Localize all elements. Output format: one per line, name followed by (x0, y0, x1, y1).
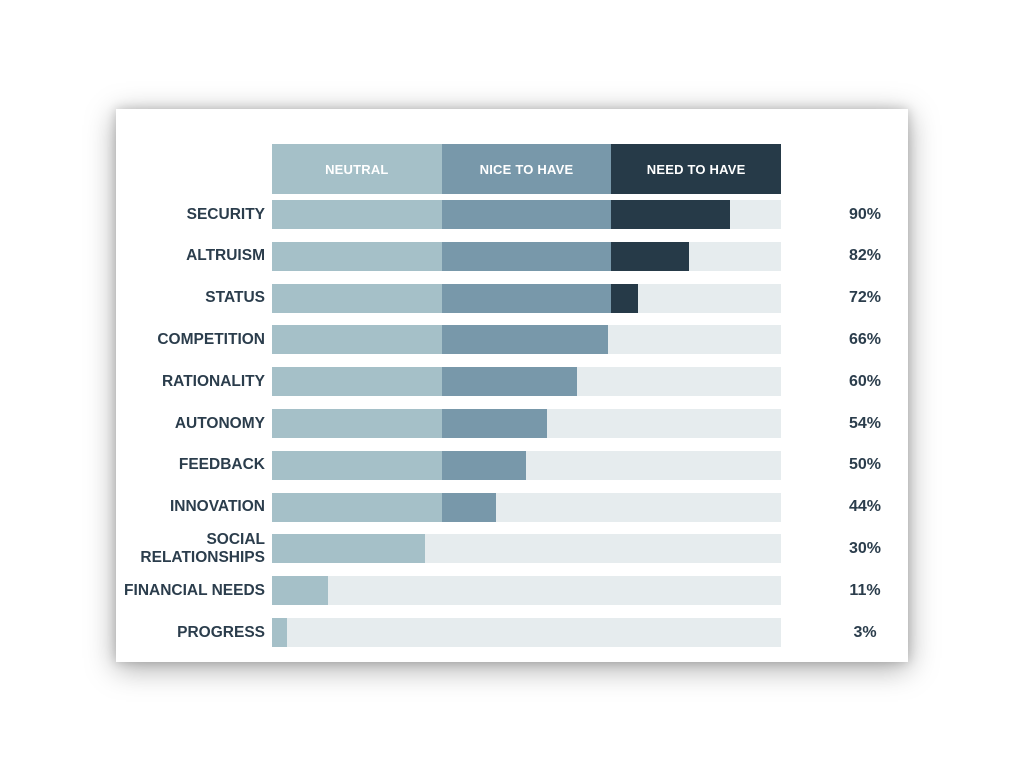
bar-segment-status-1 (272, 283, 442, 313)
value-label-innovation: 44% (848, 498, 882, 516)
category-label-line: RELATIONSHIPS (140, 548, 265, 566)
bar-segment-status-3 (611, 283, 639, 313)
bar-segment-rationality-2 (441, 367, 578, 397)
bar-segment-competition-1 (272, 325, 442, 355)
bar-track-progress (272, 618, 781, 647)
category-label-status: STATUS (205, 289, 265, 307)
bar-segment-status-2 (441, 283, 612, 313)
value-label-competition: 66% (848, 330, 882, 348)
bar-segment-social-relationships-1 (272, 534, 425, 564)
legend-band-nice-to-have: NICE TO HAVE (441, 144, 612, 194)
bar-segment-autonomy-2 (441, 409, 547, 438)
bar-segment-altruism-1 (272, 241, 442, 271)
bar-segment-autonomy-1 (272, 409, 442, 438)
bar-segment-competition-2 (441, 325, 608, 355)
category-label-social-relationships: SOCIAL RELATIONSHIPS (100, 531, 265, 567)
category-label-rationality: RATIONALITY (161, 372, 265, 390)
bar-segment-progress-1 (272, 618, 288, 647)
value-label-rationality: 60% (848, 372, 882, 390)
bar-track-financial-needs (272, 576, 781, 606)
bar-segment-security-3 (611, 200, 731, 229)
category-label-feedback: FEEDBACK (178, 456, 265, 474)
category-label-progress: PROGRESS (177, 623, 265, 641)
value-label-security: 90% (848, 205, 882, 223)
category-label-altruism: ALTRUISM (186, 247, 265, 265)
category-label-line: SOCIAL (206, 530, 265, 548)
value-label-feedback: 50% (848, 456, 882, 474)
bar-segment-altruism-3 (611, 241, 690, 271)
bar-segment-innovation-1 (272, 492, 442, 522)
bar-segment-feedback-2 (441, 450, 527, 480)
category-label-autonomy: AUTONOMY (174, 414, 265, 432)
legend-band-neutral: NEUTRAL (272, 144, 442, 194)
bar-segment-security-2 (441, 200, 612, 229)
bar-segment-rationality-1 (272, 367, 442, 397)
bar-segment-innovation-2 (441, 492, 496, 522)
category-label-innovation: INNOVATION (169, 498, 265, 516)
category-label-security: SECURITY (186, 205, 265, 223)
bar-segment-feedback-1 (272, 450, 442, 480)
value-label-progress: 3% (853, 623, 877, 641)
value-label-autonomy: 54% (848, 414, 882, 432)
bar-segment-financial-needs-1 (272, 576, 328, 606)
legend-band-need-to-have: NEED TO HAVE (611, 144, 781, 194)
bar-segment-altruism-2 (441, 241, 612, 271)
value-label-financial-needs: 11% (849, 581, 881, 599)
value-label-altruism: 82% (848, 247, 882, 265)
value-label-social-relationships: 30% (848, 539, 882, 557)
value-label-status: 72% (848, 289, 882, 307)
category-label-financial-needs: FINANCIAL NEEDS (124, 581, 265, 599)
bar-segment-security-1 (272, 200, 442, 229)
category-label-competition: COMPETITION (157, 330, 265, 348)
